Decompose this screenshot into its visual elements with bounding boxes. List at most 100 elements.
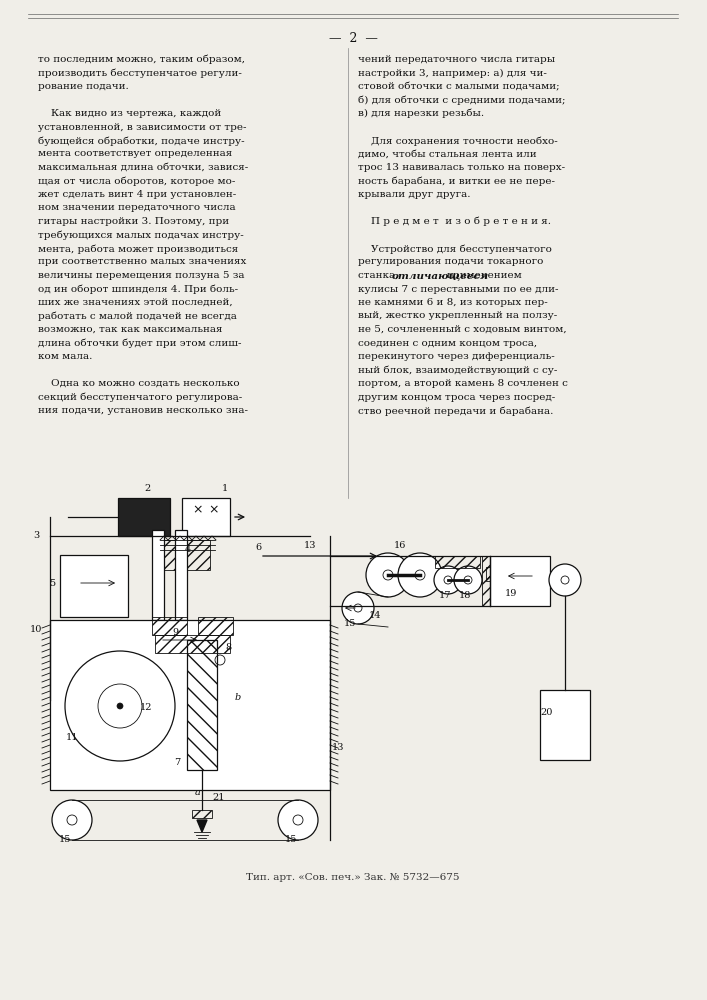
Text: 11: 11 (66, 733, 78, 742)
Circle shape (65, 651, 175, 761)
Text: 1: 1 (222, 484, 228, 493)
Text: ность барабана, и витки ее не пере-: ность барабана, и витки ее не пере- (358, 176, 555, 186)
Text: вый, жестко укрепленный на ползу-: вый, жестко укрепленный на ползу- (358, 312, 557, 320)
Text: 13: 13 (332, 743, 344, 752)
Bar (435, 556, 480, 568)
Text: возможно, так как максимальная: возможно, так как максимальная (38, 325, 223, 334)
Text: установленной, в зависимости от тре-: установленной, в зависимости от тре- (38, 122, 247, 131)
Text: ×: × (192, 503, 202, 516)
Circle shape (117, 703, 123, 709)
Text: 7: 7 (174, 758, 180, 767)
Text: П р е д м е т  и з о б р е т е н и я.: П р е д м е т и з о б р е т е н и я. (358, 217, 551, 227)
Text: 18: 18 (459, 591, 471, 600)
Text: b: b (235, 693, 241, 702)
Text: производить бесступенчатое регули-: производить бесступенчатое регули- (38, 68, 242, 78)
Text: a: a (195, 788, 201, 797)
Circle shape (67, 815, 77, 825)
Text: при соответственно малых значениях: при соответственно малых значениях (38, 257, 246, 266)
Text: не 5, сочлененный с ходовым винтом,: не 5, сочлененный с ходовым винтом, (358, 325, 566, 334)
Text: 5: 5 (49, 578, 55, 587)
Text: мента, работа может производиться: мента, работа может производиться (38, 244, 238, 253)
Text: щая от числа оборотов, которое мо-: щая от числа оборотов, которое мо- (38, 176, 235, 186)
Bar (187, 640, 217, 770)
Bar (155, 635, 230, 653)
Text: длина обточки будет при этом слиш-: длина обточки будет при этом слиш- (38, 338, 242, 348)
Text: трос 13 навивалась только на поверх-: трос 13 навивалась только на поверх- (358, 163, 565, 172)
Text: Для сохранения точности необхо-: Для сохранения точности необхо- (358, 136, 558, 145)
Text: ×: × (208, 503, 218, 516)
Circle shape (464, 576, 472, 584)
Text: бующейся обработки, подаче инстру-: бующейся обработки, подаче инстру- (38, 136, 245, 145)
Text: требующихся малых подачах инстру-: требующихся малых подачах инстру- (38, 231, 244, 240)
Bar (182, 498, 230, 536)
Circle shape (366, 553, 410, 597)
Text: портом, а второй камень 8 сочленен с: портом, а второй камень 8 сочленен с (358, 379, 568, 388)
Circle shape (293, 815, 303, 825)
Text: ном значении передаточного числа: ном значении передаточного числа (38, 204, 235, 213)
Text: стовой обточки с малыми подачами;: стовой обточки с малыми подачами; (358, 82, 560, 91)
Text: 8: 8 (225, 643, 231, 652)
Bar (490, 556, 550, 606)
Text: ный блок, взаимодействующий с су-: ный блок, взаимодействующий с су- (358, 365, 557, 375)
Text: секций бесступенчатого регулирова-: секций бесступенчатого регулирова- (38, 392, 243, 402)
Circle shape (561, 576, 569, 584)
Text: в) для нарезки резьбы.: в) для нарезки резьбы. (358, 109, 484, 118)
Text: Устройство для бесступенчатого: Устройство для бесступенчатого (358, 244, 552, 253)
Text: 15: 15 (59, 835, 71, 844)
Text: крывали друг друга.: крывали друг друга. (358, 190, 470, 199)
Bar (152, 617, 187, 635)
Bar (50, 620, 330, 790)
Text: Одна ко можно создать несколько: Одна ко можно создать несколько (38, 379, 240, 388)
Text: 21: 21 (212, 793, 225, 802)
Circle shape (415, 570, 425, 580)
Text: 2: 2 (145, 484, 151, 493)
Circle shape (383, 570, 393, 580)
Circle shape (444, 576, 452, 584)
Text: 16: 16 (394, 541, 407, 550)
Text: б) для обточки с средними подачами;: б) для обточки с средними подачами; (358, 96, 566, 105)
Circle shape (354, 604, 362, 612)
Text: 6: 6 (255, 544, 261, 552)
Text: настройки 3, например: а) для чи-: настройки 3, например: а) для чи- (358, 68, 547, 78)
Text: 3: 3 (34, 532, 40, 540)
Text: ших же значениях этой последней,: ших же значениях этой последней, (38, 298, 233, 307)
Text: 15: 15 (285, 835, 297, 844)
Text: применением: применением (447, 271, 522, 280)
Text: 14: 14 (369, 611, 381, 620)
Text: рование подачи.: рование подачи. (38, 82, 129, 91)
Bar (175, 530, 187, 620)
Circle shape (434, 566, 462, 594)
Text: ство реечной передачи и барабана.: ство реечной передачи и барабана. (358, 406, 554, 416)
Text: регулирования подачи токарного: регулирования подачи токарного (358, 257, 544, 266)
Text: перекинутого через диференциаль-: перекинутого через диференциаль- (358, 352, 555, 361)
Text: жет сделать винт 4 при установлен-: жет сделать винт 4 при установлен- (38, 190, 236, 199)
Bar (540, 690, 590, 760)
Text: не камнями 6 и 8, из которых пер-: не камнями 6 и 8, из которых пер- (358, 298, 548, 307)
Bar (192, 810, 212, 818)
Text: отличающееся: отличающееся (392, 271, 489, 280)
Text: димо, чтобы стальная лента или: димо, чтобы стальная лента или (358, 149, 537, 158)
Text: кулисы 7 с переставными по ее дли-: кулисы 7 с переставными по ее дли- (358, 284, 559, 294)
Bar (118, 498, 170, 536)
Text: Как видно из чертежа, каждой: Как видно из чертежа, каждой (38, 109, 221, 118)
Circle shape (215, 655, 225, 665)
Polygon shape (197, 820, 207, 832)
Text: 4: 4 (185, 545, 191, 554)
Text: од ин оборот шпинделя 4. При боль-: од ин оборот шпинделя 4. При боль- (38, 284, 238, 294)
Text: чений передаточного числа гитары: чений передаточного числа гитары (358, 55, 555, 64)
Bar (482, 556, 490, 606)
Text: максимальная длина обточки, завися-: максимальная длина обточки, завися- (38, 163, 248, 172)
Text: величины перемещения ползуна 5 за: величины перемещения ползуна 5 за (38, 271, 245, 280)
Circle shape (454, 566, 482, 594)
Circle shape (549, 564, 581, 596)
Circle shape (52, 800, 92, 840)
Text: 19: 19 (505, 589, 518, 598)
Text: то последним можно, таким образом,: то последним можно, таким образом, (38, 55, 245, 64)
Bar (60, 555, 128, 617)
Text: 15: 15 (344, 619, 356, 628)
Circle shape (98, 684, 142, 728)
Circle shape (398, 553, 442, 597)
Circle shape (342, 592, 374, 624)
Text: Тип. арт. «Сов. печ.» Зак. № 5732—675: Тип. арт. «Сов. печ.» Зак. № 5732—675 (246, 873, 460, 882)
Text: соединен с одним концом троса,: соединен с одним концом троса, (358, 338, 537, 348)
